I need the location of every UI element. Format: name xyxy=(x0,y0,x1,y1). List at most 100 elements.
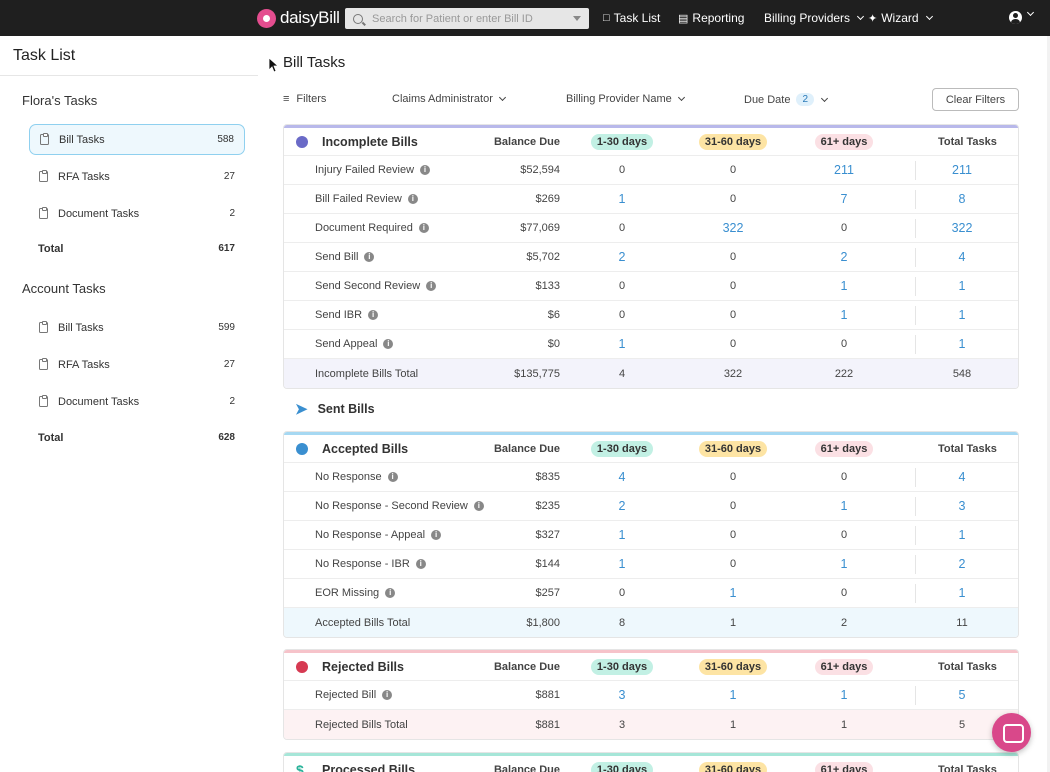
count-cell[interactable]: 3 xyxy=(958,499,966,513)
info-icon[interactable]: i xyxy=(473,501,484,511)
sidebar-item-count: 27 xyxy=(223,359,235,370)
info-icon[interactable]: i xyxy=(382,690,393,700)
nav-task-list[interactable]: □ Task List xyxy=(603,0,660,36)
dropdown-label: Claims Administrator xyxy=(392,93,493,105)
search-input[interactable]: Search for Patient or enter Bill ID xyxy=(345,8,589,29)
count-cell[interactable]: 1 xyxy=(840,688,848,702)
claims-administrator-dropdown[interactable]: Claims Administrator xyxy=(392,93,506,105)
count-cell[interactable]: 1 xyxy=(618,337,626,351)
count-cell[interactable]: 1 xyxy=(618,557,626,571)
count-cell[interactable]: 1 xyxy=(840,308,848,322)
count-cell[interactable]: 1 xyxy=(958,308,966,322)
count-cell[interactable]: 211 xyxy=(952,163,972,177)
chevron-down-icon[interactable] xyxy=(1026,8,1035,17)
section-title: Incomplete Bills xyxy=(322,134,418,149)
count-cell[interactable]: 1 xyxy=(958,279,966,293)
count-cell[interactable]: 1 xyxy=(618,528,626,542)
billing-provider-dropdown[interactable]: Billing Provider Name xyxy=(566,93,685,105)
pill-label: 1-30 days xyxy=(590,762,654,772)
count-cell[interactable]: 2 xyxy=(618,250,626,264)
count-cell[interactable]: 1 xyxy=(840,279,848,293)
logo-text: daisyBill xyxy=(280,8,340,27)
count-cell[interactable]: 1 xyxy=(729,688,737,702)
scrollbar[interactable] xyxy=(1047,36,1050,772)
count-cell[interactable]: 2 xyxy=(958,557,966,571)
count-cell: 1 xyxy=(729,718,737,731)
info-icon[interactable]: i xyxy=(420,165,431,175)
row-name: Accepted Bills Total xyxy=(315,616,411,629)
count-cell[interactable]: 4 xyxy=(958,250,966,264)
count-cell[interactable]: 4 xyxy=(618,470,626,484)
info-icon[interactable]: i xyxy=(387,472,398,482)
info-icon[interactable]: i xyxy=(368,310,379,320)
sidebar-item-rfa-tasks[interactable]: RFA Tasks 27 xyxy=(29,161,245,192)
clipboard-icon xyxy=(39,357,48,370)
user-avatar-icon[interactable] xyxy=(1009,11,1022,24)
count-cell[interactable]: 322 xyxy=(722,221,744,235)
info-icon[interactable]: i xyxy=(426,281,437,291)
info-icon[interactable]: i xyxy=(385,588,396,598)
sidebar-item-bill-tasks[interactable]: Bill Tasks 588 xyxy=(29,124,245,155)
count-cell[interactable]: 1 xyxy=(618,192,626,206)
sidebar-item-count: 588 xyxy=(217,134,234,145)
nav-wizard[interactable]: ✦ Wizard xyxy=(868,0,933,36)
count-cell[interactable]: 1 xyxy=(729,586,737,600)
count-cell[interactable]: 8 xyxy=(958,192,966,206)
page-title: Bill Tasks xyxy=(283,54,346,71)
balance-cell: $77,069 xyxy=(520,222,560,234)
column-header-31-60: 31-60 days xyxy=(697,435,769,462)
count-cell[interactable]: 1 xyxy=(840,557,848,571)
info-icon[interactable]: i xyxy=(418,223,429,233)
chat-launcher-button[interactable] xyxy=(992,713,1031,752)
column-header-31-60: 31-60 days xyxy=(697,128,769,155)
count-cell[interactable]: 211 xyxy=(834,163,854,177)
filters-toggle[interactable]: ≡ Filters xyxy=(283,93,326,105)
row-label: Send Appeal i xyxy=(315,330,394,358)
count-cell[interactable]: 1 xyxy=(958,586,966,600)
info-icon[interactable]: i xyxy=(431,530,442,540)
clear-filters-button[interactable]: Clear Filters xyxy=(932,88,1019,111)
column-header-61-plus: 61+ days xyxy=(808,435,880,462)
sidebar-item-bill-tasks[interactable]: Bill Tasks 599 xyxy=(29,312,245,343)
pill-label: 31-60 days xyxy=(698,133,768,150)
balance-cell: $1,800 xyxy=(526,616,560,629)
due-date-dropdown[interactable]: Due Date 2 xyxy=(744,93,829,106)
count-cell[interactable]: 2 xyxy=(618,499,626,513)
count-cell[interactable]: 1 xyxy=(840,499,848,513)
pill-label: 31-60 days xyxy=(698,440,768,457)
sidebar-item-rfa-tasks[interactable]: RFA Tasks 27 xyxy=(29,349,245,380)
total-row: Accepted Bills Total $1,800 8 1 2 11 xyxy=(284,608,1018,637)
count-cell[interactable]: 3 xyxy=(618,688,626,702)
count-cell[interactable]: 322 xyxy=(951,221,973,235)
count-cell[interactable]: 7 xyxy=(840,192,848,206)
count-cell[interactable]: 4 xyxy=(958,470,966,484)
sidebar-item-document-tasks[interactable]: Document Tasks 2 xyxy=(29,386,245,417)
count-cell: 0 xyxy=(729,471,737,483)
sidebar-total: Total 617 xyxy=(38,243,235,255)
nav-billing-providers[interactable]: Billing Providers xyxy=(764,0,865,36)
count-cell[interactable]: 2 xyxy=(840,250,848,264)
count-cell[interactable]: 5 xyxy=(958,688,966,702)
info-icon[interactable]: i xyxy=(383,339,394,349)
count-cell: 0 xyxy=(840,471,848,483)
divider xyxy=(915,248,916,267)
sidebar-item-label: Document Tasks xyxy=(58,395,140,408)
nav-reporting-label: Reporting xyxy=(692,11,745,25)
column-header-total: Total Tasks xyxy=(938,442,997,455)
nav-reporting[interactable]: ▤ Reporting xyxy=(678,0,744,36)
count-cell[interactable]: 1 xyxy=(958,528,966,542)
info-icon[interactable]: i xyxy=(407,194,418,204)
row-name: Send Appeal xyxy=(315,338,378,350)
info-icon[interactable]: i xyxy=(415,559,426,569)
divider xyxy=(915,190,916,209)
sidebar-item-document-tasks[interactable]: Document Tasks 2 xyxy=(29,198,245,229)
column-header-balance: Balance Due xyxy=(493,660,560,673)
sidebar-total-count: 628 xyxy=(218,432,235,443)
row-name: Incomplete Bills Total xyxy=(315,367,419,380)
divider xyxy=(915,306,916,325)
sidebar-total: Total 628 xyxy=(38,432,235,444)
info-icon[interactable]: i xyxy=(364,252,375,262)
daisybill-logo[interactable]: daisyBill xyxy=(257,8,340,28)
count-cell[interactable]: 1 xyxy=(958,337,966,351)
chevron-down-icon xyxy=(821,94,829,102)
